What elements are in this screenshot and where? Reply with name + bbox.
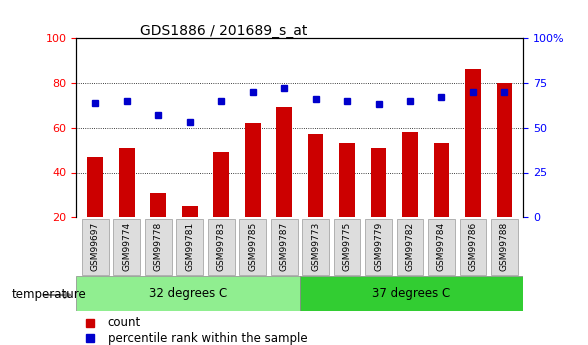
Text: GSM99773: GSM99773 — [311, 222, 320, 271]
Bar — [88, 157, 103, 217]
Text: GSM99783: GSM99783 — [217, 222, 226, 271]
Text: GSM99782: GSM99782 — [406, 222, 415, 271]
Text: count: count — [108, 316, 141, 329]
FancyBboxPatch shape — [365, 218, 392, 275]
Bar — [182, 206, 198, 217]
FancyBboxPatch shape — [428, 218, 455, 275]
Text: GSM99779: GSM99779 — [374, 222, 383, 271]
FancyBboxPatch shape — [460, 218, 486, 275]
Bar — [308, 134, 323, 217]
Text: percentile rank within the sample: percentile rank within the sample — [108, 332, 308, 345]
Text: GDS1886 / 201689_s_at: GDS1886 / 201689_s_at — [140, 24, 307, 38]
Bar — [402, 132, 418, 217]
Bar — [151, 193, 166, 217]
Text: GSM99788: GSM99788 — [500, 222, 509, 271]
Bar — [497, 83, 512, 217]
FancyBboxPatch shape — [397, 218, 423, 275]
Text: GSM99785: GSM99785 — [248, 222, 257, 271]
Bar — [339, 143, 355, 217]
Bar — [465, 69, 481, 217]
Bar — [119, 148, 135, 217]
FancyBboxPatch shape — [491, 218, 518, 275]
Text: GSM99774: GSM99774 — [122, 222, 131, 271]
Text: GSM99784: GSM99784 — [437, 222, 446, 271]
Text: GSM99778: GSM99778 — [154, 222, 163, 271]
FancyBboxPatch shape — [270, 218, 298, 275]
Text: 32 degrees C: 32 degrees C — [149, 287, 228, 300]
Bar — [213, 152, 229, 217]
FancyBboxPatch shape — [113, 218, 140, 275]
Bar — [370, 148, 386, 217]
Text: GSM99787: GSM99787 — [280, 222, 289, 271]
Text: temperature: temperature — [12, 288, 86, 302]
FancyBboxPatch shape — [82, 218, 109, 275]
FancyBboxPatch shape — [302, 218, 329, 275]
FancyBboxPatch shape — [300, 276, 523, 310]
FancyBboxPatch shape — [145, 218, 172, 275]
Text: GSM99786: GSM99786 — [469, 222, 477, 271]
Bar — [276, 107, 292, 217]
FancyBboxPatch shape — [334, 218, 360, 275]
Text: GSM99697: GSM99697 — [91, 222, 100, 271]
Text: GSM99775: GSM99775 — [343, 222, 352, 271]
FancyBboxPatch shape — [176, 218, 203, 275]
Bar — [433, 143, 449, 217]
Text: GSM99781: GSM99781 — [185, 222, 194, 271]
FancyBboxPatch shape — [76, 276, 300, 310]
FancyBboxPatch shape — [239, 218, 266, 275]
FancyBboxPatch shape — [208, 218, 235, 275]
Bar — [245, 123, 260, 217]
Text: 37 degrees C: 37 degrees C — [372, 287, 451, 300]
